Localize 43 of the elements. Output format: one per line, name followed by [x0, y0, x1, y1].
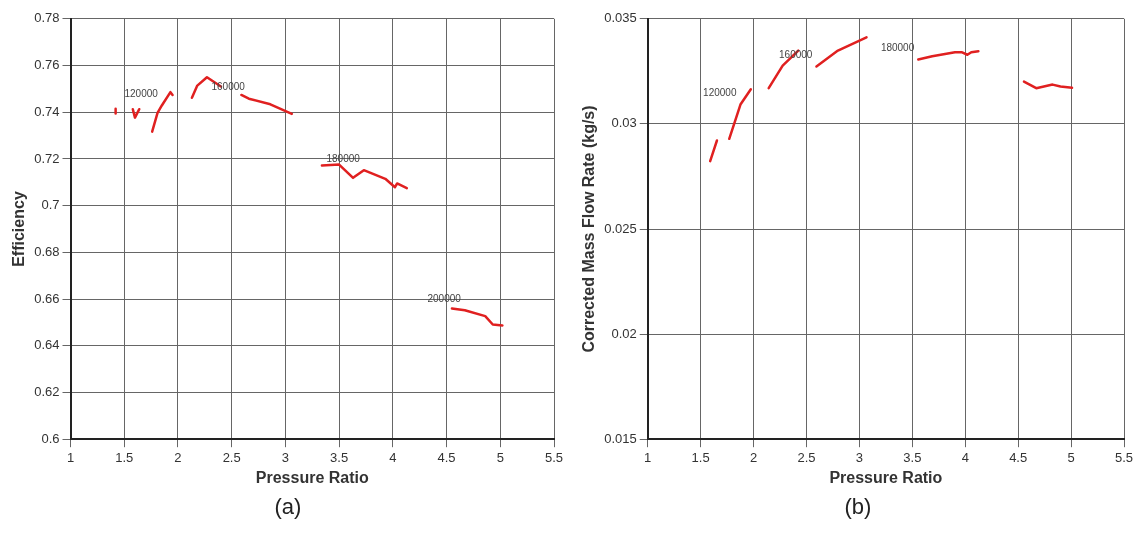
x-axis-title: Pressure Ratio: [255, 468, 369, 486]
x-tick-label: 2.5: [222, 449, 241, 465]
y-tick-label: 0.025: [604, 220, 637, 236]
y-tick-label: 0.6: [41, 430, 60, 446]
x-tick-label: 1.5: [115, 449, 134, 465]
annotation: 120000: [703, 87, 737, 99]
x-tick-label: 2: [174, 449, 182, 465]
annotation: 120000: [124, 88, 159, 100]
x-tick-label: 3.5: [903, 449, 922, 465]
y-tick-label: 0.7: [41, 197, 60, 213]
y-tick-label: 0.76: [34, 57, 60, 73]
y-tick-label: 0.02: [611, 325, 637, 341]
x-tick-label: 1.5: [691, 449, 710, 465]
x-tick-label: 3: [281, 449, 290, 465]
y-tick-label: 0.78: [34, 10, 60, 26]
x-tick-label: 2.5: [797, 449, 816, 465]
x-tick-label: 2: [749, 449, 758, 465]
x-tick-label: 3: [855, 449, 864, 465]
y-axis-title: Corrected Mass Flow Rate (kg/s): [580, 105, 598, 353]
x-tick-label: 4.5: [1009, 449, 1028, 465]
y-tick-label: 0.68: [34, 243, 60, 259]
text: (a): [273, 494, 303, 520]
x-tick-label: 5.5: [1114, 449, 1134, 465]
x-tick-label: 1: [644, 449, 652, 465]
y-tick-label: 0.64: [34, 337, 60, 353]
y-tick-label: 0.62: [34, 384, 60, 400]
y-tick-label: 0.035: [604, 10, 637, 26]
y-tick-label: 0.03: [611, 115, 637, 131]
x-tick-label: 5.5: [544, 449, 564, 465]
x-tick-label: 1: [66, 449, 75, 465]
x-tick-label: 4.5: [437, 449, 456, 465]
x-tick-label: 4: [389, 449, 397, 465]
y-tick-label: 0.72: [34, 150, 60, 166]
y-tick-label: 0.66: [34, 290, 60, 306]
x-tick-label: 5: [1067, 449, 1075, 465]
x-tick-label: 4: [961, 449, 969, 465]
x-tick-label: 5: [496, 449, 504, 465]
y-tick-label: 0.015: [604, 430, 637, 446]
text: (b): [843, 494, 873, 520]
x-axis-title: Pressure Ratio: [829, 468, 943, 486]
y-tick-label: 0.74: [34, 103, 60, 119]
y-axis-title: Efficiency: [10, 191, 28, 267]
x-tick-label: 3.5: [330, 449, 349, 465]
